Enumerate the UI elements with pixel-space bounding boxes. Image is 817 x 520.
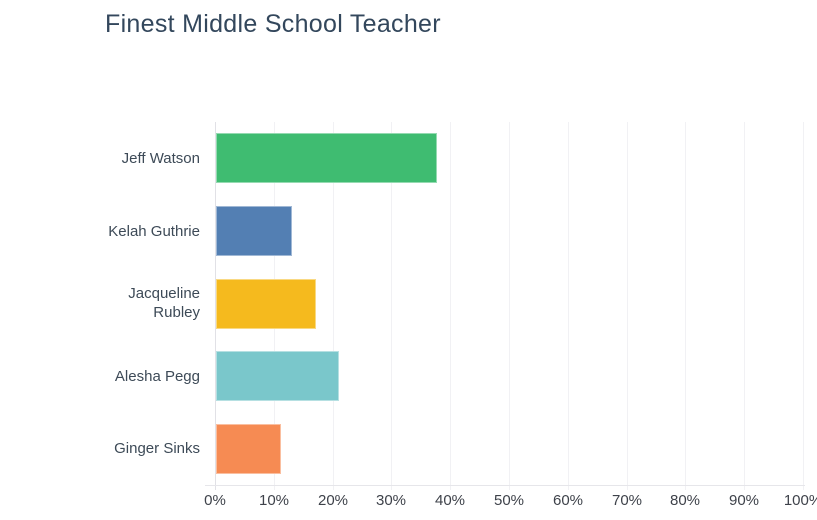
x-tick-label: 50% [493,492,525,509]
gridline [744,122,745,490]
x-tick-label: 10% [258,492,290,509]
gridline [627,122,628,490]
gridline [803,122,804,490]
x-tick-label: 60% [552,492,584,509]
x-tick-label: 90% [728,492,760,509]
gridline [509,122,510,490]
bar [216,351,339,401]
chart-title: Finest Middle School Teacher [105,10,441,38]
category-label: Alesha Pegg [114,367,200,385]
x-tick-label: 40% [434,492,466,509]
x-tick-label: 0% [204,492,226,509]
x-axis-line [205,485,805,486]
gridline [685,122,686,490]
gridline [215,122,216,490]
bar [216,133,437,183]
bar [216,279,316,329]
gridline [568,122,569,490]
category-label: Jacqueline Rubley [128,285,200,321]
gridline [450,122,451,490]
category-label: Jeff Watson [121,149,200,167]
gridline [391,122,392,490]
category-label: Kelah Guthrie [108,222,200,240]
x-tick-label: 80% [669,492,701,509]
x-tick-label: 20% [317,492,349,509]
x-tick-label: 70% [611,492,643,509]
x-tick-label: 100% [783,492,817,509]
bar [216,424,281,474]
plot-area [215,122,804,490]
category-label: Ginger Sinks [114,439,200,457]
bar [216,206,292,256]
x-tick-label: 30% [375,492,407,509]
gridline [333,122,334,490]
